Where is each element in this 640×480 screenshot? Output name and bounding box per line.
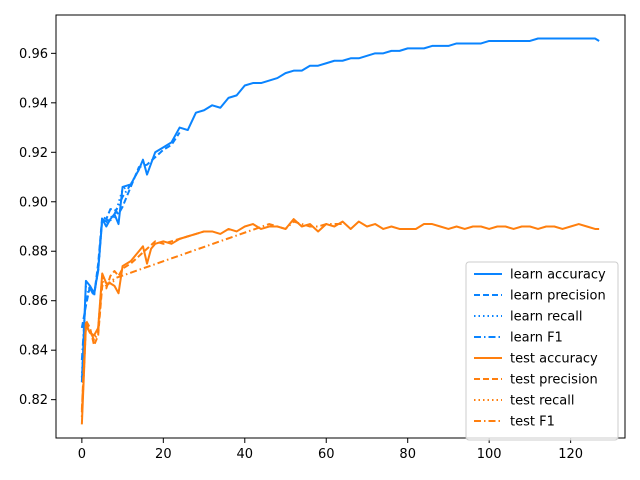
y-tick-label: 0.94 [19, 96, 48, 111]
x-tick-label: 60 [318, 447, 335, 462]
legend-label: learn accuracy [510, 268, 606, 283]
x-tick-label: 100 [477, 447, 502, 462]
series-line-learn-recall [80, 169, 140, 378]
y-tick-label: 0.86 [19, 294, 48, 309]
legend-label: test F1 [510, 415, 555, 430]
x-tick-label: 20 [155, 447, 172, 462]
x-axis: 0 20 40 60 80 100 120 [78, 438, 583, 462]
y-tick-label: 0.92 [19, 146, 48, 161]
y-tick-label: 0.84 [19, 344, 48, 359]
legend-label: test precision [510, 373, 598, 388]
y-tick-label: 0.90 [19, 195, 48, 210]
plot-frame [55, 14, 626, 439]
x-tick-label: 40 [237, 447, 254, 462]
legend-box [465, 261, 619, 441]
legend-label: learn precision [510, 289, 606, 304]
y-tick-label: 0.82 [19, 393, 48, 408]
legend-label: test recall [510, 394, 575, 409]
plot-lines [80, 37, 600, 425]
y-axis: 0.82 0.84 0.86 0.88 0.90 0.92 0.94 0.96 [19, 47, 56, 408]
legend: learn accuracy learn precision learn recal… [465, 261, 619, 441]
series-line-test-F1 [80, 220, 343, 413]
x-tick-label: 80 [399, 447, 416, 462]
legend-label: learn recall [510, 310, 582, 325]
y-tick-label: 0.96 [19, 47, 48, 62]
x-tick-label: 0 [78, 447, 86, 462]
series-line-test-precision [80, 230, 205, 410]
series-line-learn-F1 [80, 183, 132, 361]
x-tick-label: 120 [558, 447, 583, 462]
legend-label: test accuracy [510, 352, 598, 367]
legend-label: learn F1 [510, 331, 563, 346]
series-line-test-accuracy [80, 218, 600, 425]
y-tick-label: 0.88 [19, 245, 48, 260]
